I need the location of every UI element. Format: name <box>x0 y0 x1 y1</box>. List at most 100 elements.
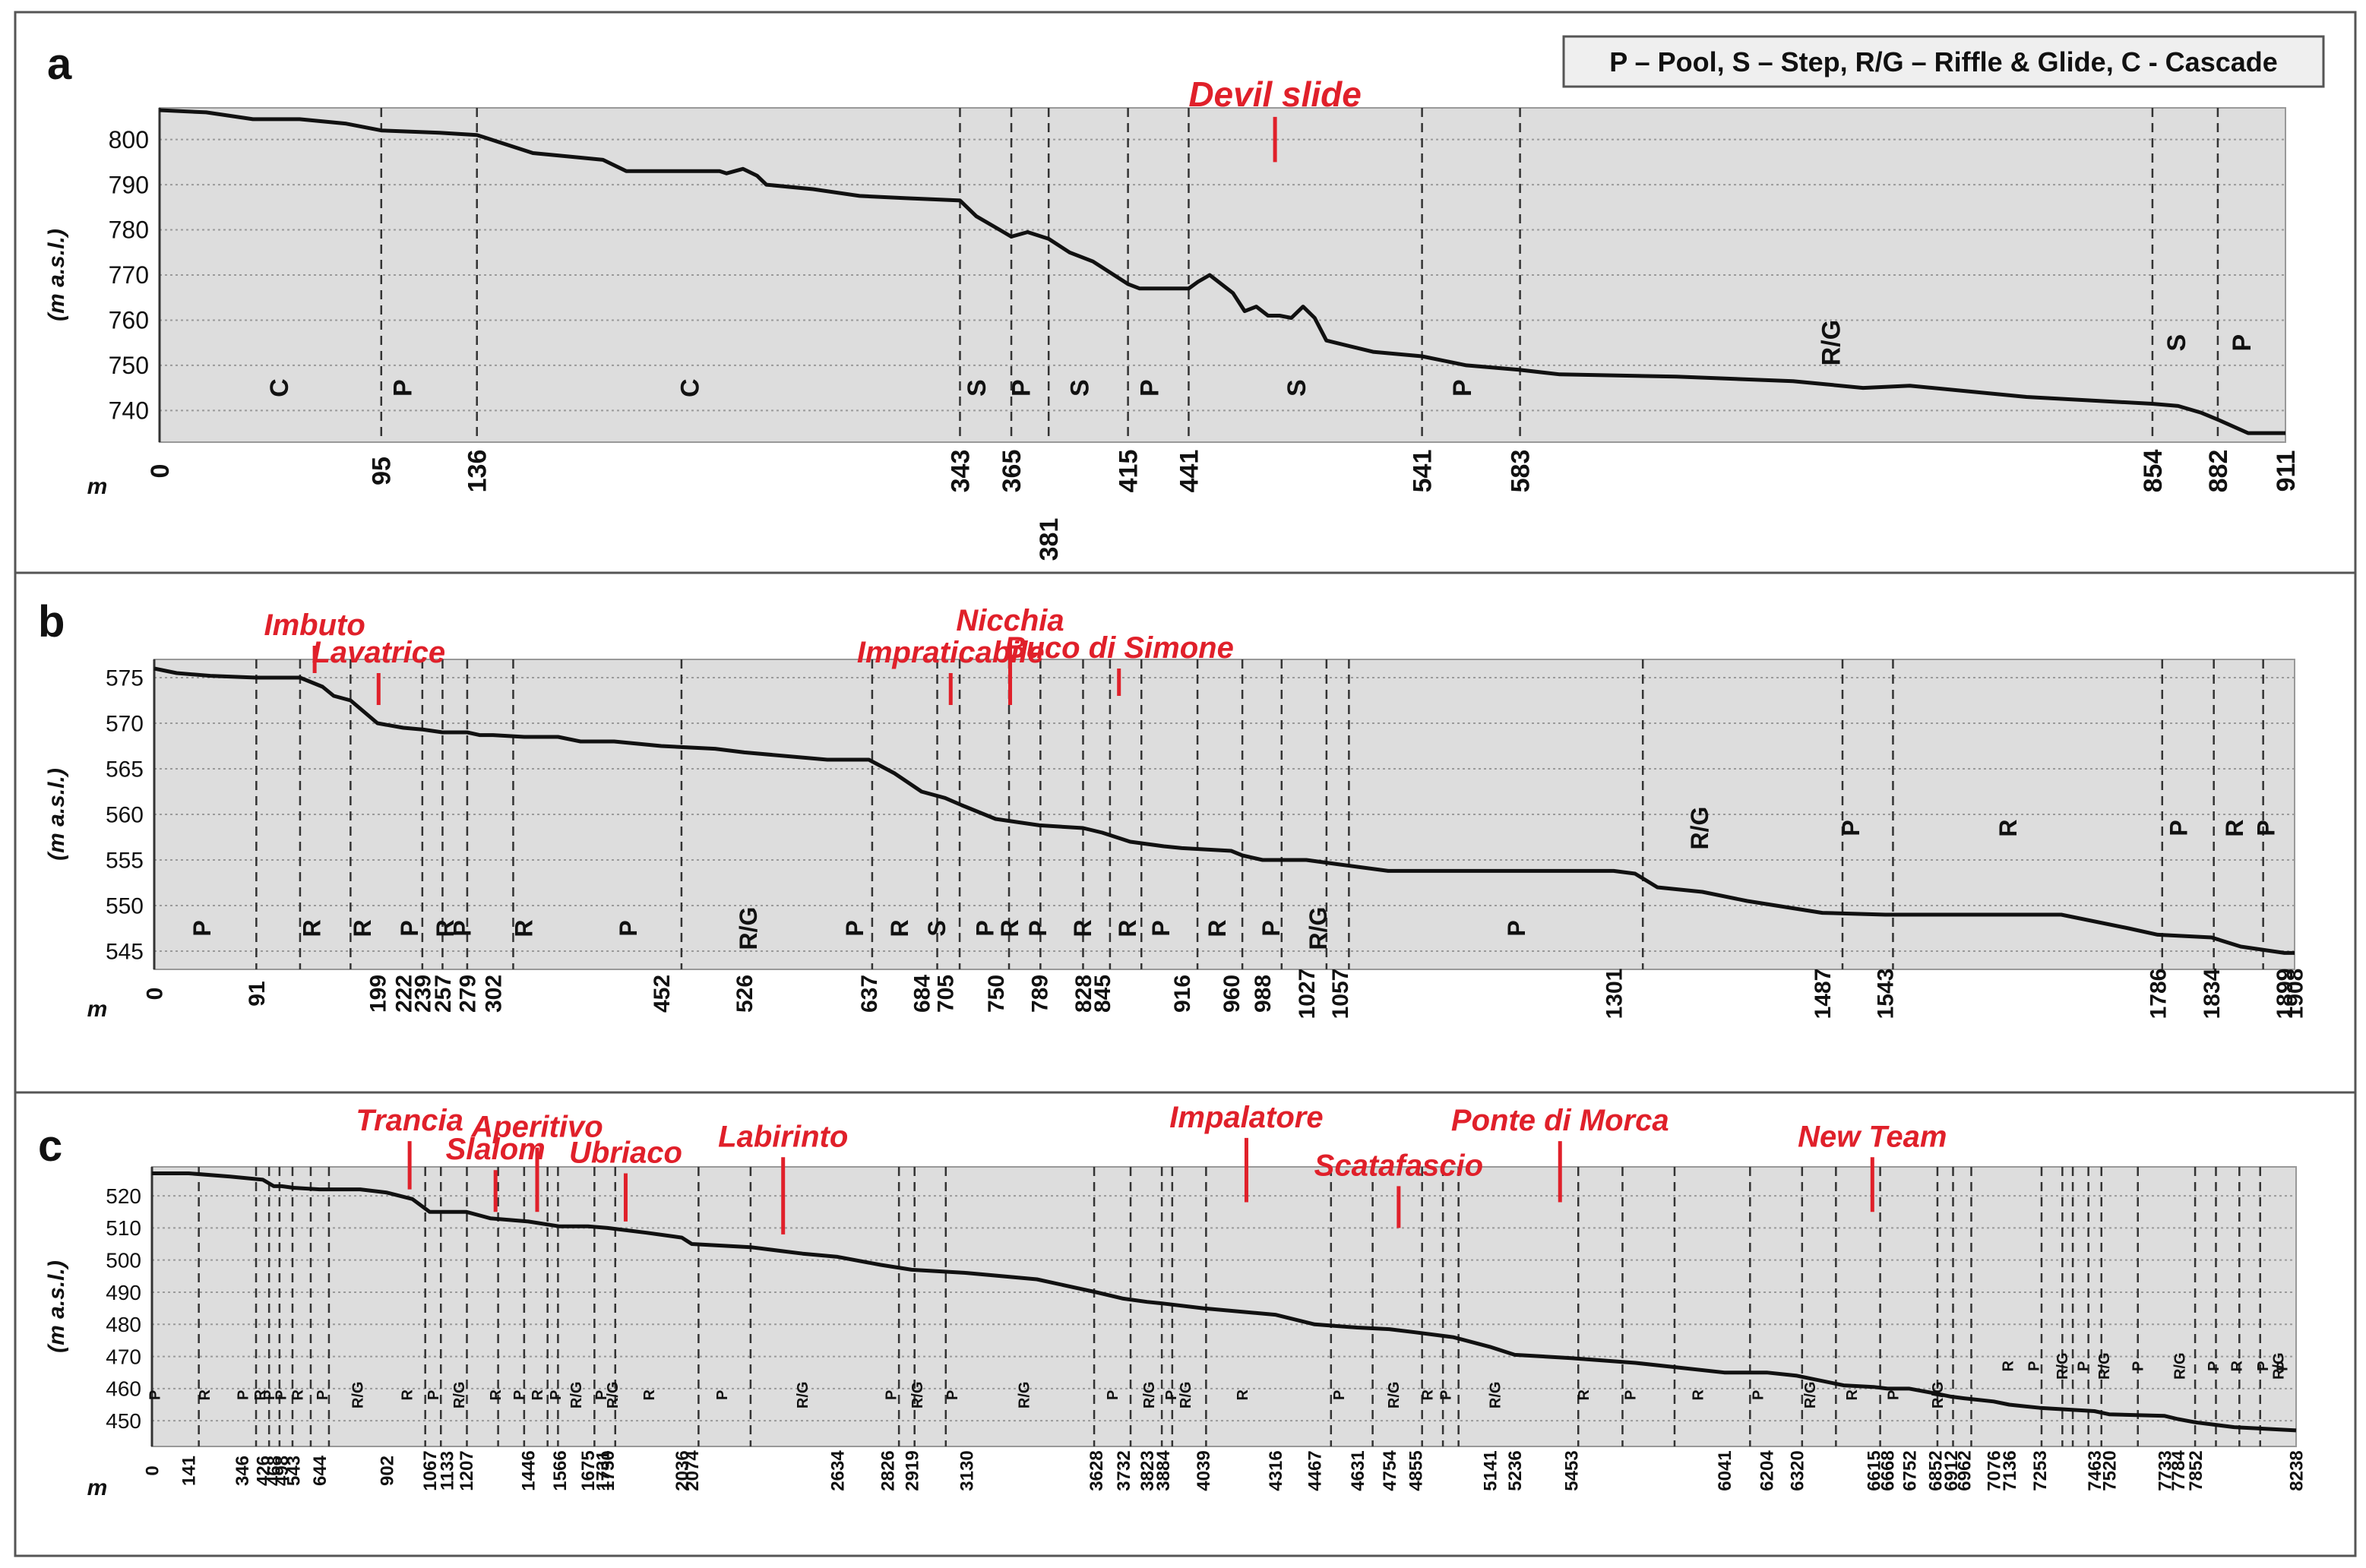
x-tick-label-c: 7463 <box>2085 1450 2105 1491</box>
x-tick-label-b: 222 <box>391 975 416 1013</box>
x-tick-label-b: 845 <box>1090 975 1115 1013</box>
annotation-label-c: Labirinto <box>718 1120 848 1153</box>
morphology-label-c: P <box>147 1390 163 1400</box>
morphology-label-b: R <box>2221 819 2248 836</box>
morphology-label-c: P <box>511 1390 528 1400</box>
x-tick-label-c: 141 <box>179 1456 200 1486</box>
morphology-label-c: R/G <box>451 1382 468 1409</box>
morphology-label-c: R/G <box>350 1382 366 1409</box>
annotation-label-c: Ubriaco <box>569 1136 682 1169</box>
annotation-label-b: Impraticabile <box>857 636 1045 669</box>
morphology-label-c: R/G <box>2171 1352 2188 1380</box>
x-tick-label-c: 2074 <box>682 1450 703 1491</box>
x-tick-label-a: 415 <box>1115 450 1143 493</box>
morphology-label-c: R <box>488 1389 505 1401</box>
morphology-label-b: R/G <box>1305 907 1332 950</box>
x-tick-label-b: 0 <box>143 988 168 1001</box>
morphology-label-c: R/G <box>2096 1352 2113 1380</box>
morphology-label-b: R/G <box>1686 807 1713 850</box>
morphology-label-b: R <box>886 919 913 937</box>
annotation-label-c: Trancia <box>356 1104 463 1137</box>
morphology-label-c: P <box>2255 1361 2272 1371</box>
y-tick-label-a: 800 <box>109 126 149 153</box>
annotation-label-c: New Team <box>1798 1120 1947 1153</box>
morphology-label-b: S <box>923 920 951 936</box>
y-tick-label-a: 760 <box>109 307 149 334</box>
x-tick-label-a: 854 <box>2139 450 2168 493</box>
x-tick-label-b: 526 <box>732 975 758 1013</box>
elevation-profile-a <box>159 108 2285 435</box>
morphology-label-c: R/G <box>2054 1352 2071 1380</box>
annotation-label-b: Lavatrice <box>312 636 445 669</box>
x-tick-label-c: 2826 <box>878 1450 898 1491</box>
x-tick-label-b: 750 <box>984 975 1009 1013</box>
morphology-label-b: R <box>432 919 459 937</box>
morphology-label-c: P <box>2206 1361 2222 1371</box>
morphology-label-c: R <box>1844 1389 1861 1401</box>
morphology-label-c: R/G <box>1178 1382 1194 1409</box>
x-tick-label-b: 1543 <box>1874 969 1899 1020</box>
morphology-label-b: R <box>1204 919 1231 937</box>
x-tick-label-b: 828 <box>1071 975 1096 1013</box>
y-tick-label-a: 740 <box>109 397 149 425</box>
x-tick-label-b: 91 <box>245 981 270 1006</box>
annotation-label-c: Impalatore <box>1169 1101 1323 1134</box>
morphology-label-c: R/G <box>568 1382 585 1409</box>
x-tick-label-c: 3884 <box>1153 1450 1174 1491</box>
morphology-label-b: P <box>1837 820 1865 836</box>
annotation-label-c: Slalom <box>446 1133 546 1166</box>
morphology-label-a: P <box>2228 334 2257 352</box>
x-tick-label-c: 0 <box>142 1465 163 1475</box>
legend-text: P – Pool, S – Step, R/G – Riffle & Glide… <box>1609 46 2278 77</box>
x-tick-label-c: 2634 <box>828 1450 849 1491</box>
x-tick-label-b: 279 <box>455 975 480 1013</box>
annotation-label-b: Buco di Simone <box>1004 631 1234 665</box>
morphology-label-c: P <box>1105 1390 1121 1400</box>
morphology-label-c: P <box>1623 1390 1640 1400</box>
morphology-label-c: R <box>252 1389 269 1401</box>
x-tick-label-b: 988 <box>1251 975 1276 1013</box>
morphology-label-b: P <box>1503 920 1530 936</box>
x-tick-label-b: 1834 <box>2200 968 2225 1019</box>
x-tick-label-c: 7733 <box>2155 1450 2175 1491</box>
y-tick-label-c: 480 <box>106 1313 141 1336</box>
x-tick-label-c: 543 <box>283 1456 304 1486</box>
x-tick-label-c: 6204 <box>1757 1450 1778 1491</box>
x-tick-label-c: 5453 <box>1561 1450 1582 1491</box>
x-tick-label-c: 8238 <box>2286 1450 2307 1491</box>
x-tick-label-c: 1446 <box>519 1450 539 1491</box>
morphology-label-a: P <box>1136 379 1165 397</box>
morphology-label-b: R <box>1069 919 1096 937</box>
x-tick-label-b: 960 <box>1219 975 1245 1013</box>
morphology-label-c: P <box>944 1390 961 1400</box>
x-tick-label-b: 1027 <box>1295 969 1320 1020</box>
morphology-label-c: R/G <box>1487 1382 1504 1409</box>
annotation-label-c: Scatafascio <box>1314 1149 1483 1182</box>
x-tick-label-b: 1899 <box>2273 969 2298 1020</box>
x-tick-label-c: 1207 <box>457 1450 477 1491</box>
annotation-label-b: Imbuto <box>264 609 365 642</box>
x-tick-label-c: 7852 <box>2186 1450 2206 1491</box>
x-tick-label-b: 452 <box>650 975 675 1013</box>
morphology-label-c: R <box>530 1389 546 1401</box>
x-tick-label-c: 468 <box>264 1456 285 1486</box>
morphology-label-c: P <box>2275 1361 2292 1371</box>
x-tick-label-c: 6852 <box>1926 1450 1947 1491</box>
x-tick-label-c: 7253 <box>2030 1450 2051 1491</box>
morphology-label-c: R/G <box>909 1382 926 1409</box>
morphology-label-a: P <box>389 379 418 397</box>
morphology-label-c: R <box>2000 1360 2016 1371</box>
morphology-label-c: R/G <box>1386 1382 1403 1409</box>
y-tick-label-b: 570 <box>106 712 144 737</box>
morphology-label-c: R/G <box>795 1382 811 1409</box>
morphology-label-c: P <box>261 1390 278 1400</box>
y-axis-label-a: (m a.s.l.) <box>44 229 69 321</box>
panel-c-letter: c <box>38 1121 62 1171</box>
x-tick-label-b: 1487 <box>1811 969 1836 1020</box>
x-tick-label-c: 498 <box>272 1456 293 1486</box>
morphology-label-b: P <box>2252 820 2279 836</box>
morphology-label-a: S <box>1283 379 1311 397</box>
morphology-label-a: C <box>675 378 704 397</box>
x-tick-label-b: 257 <box>431 975 456 1013</box>
y-tick-label-c: 470 <box>106 1345 141 1368</box>
